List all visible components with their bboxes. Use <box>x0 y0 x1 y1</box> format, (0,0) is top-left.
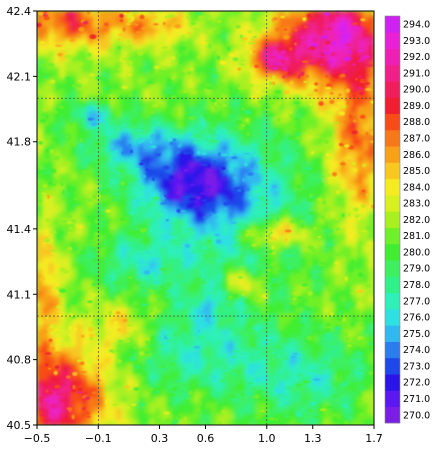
colorbar-label: 286.0 <box>403 150 430 161</box>
colorbar-label: 288.0 <box>403 117 430 128</box>
y-tick-label: 41.4 <box>7 223 32 236</box>
colorbar-swatch <box>385 146 400 163</box>
colorbar-swatch <box>385 178 400 196</box>
colorbar: 270.0 271.0 272.0 273.0 274.0 275.0 276.0 277.0… <box>384 15 430 424</box>
colorbar-label: 289.0 <box>403 101 430 112</box>
colorbar-label: 272.0 <box>403 378 430 389</box>
colorbar-swatch <box>385 276 400 294</box>
colorbar-swatch <box>385 357 400 375</box>
colorbar-swatch <box>385 129 400 147</box>
x-tick-label: 0.6 <box>197 432 215 445</box>
grid-lines <box>37 11 374 425</box>
y-tick-label: 41.1 <box>7 288 32 301</box>
colorbar-label: 294.0 <box>403 20 430 31</box>
heatmap-field <box>37 11 374 425</box>
colorbar-swatch <box>385 406 400 424</box>
colorbar-swatch <box>385 374 400 391</box>
colorbar-label: 282.0 <box>403 215 430 226</box>
heatmap-texture <box>37 11 374 425</box>
colorbar-swatch <box>385 162 400 180</box>
colorbar-label: 278.0 <box>403 280 430 291</box>
colorbar-swatch <box>385 81 400 98</box>
colorbar-label: 274.0 <box>403 345 430 356</box>
y-tick-label: 40.5 <box>7 419 32 432</box>
colorbar-label: 292.0 <box>403 52 430 63</box>
colorbar-swatch <box>385 211 400 228</box>
heatmap-plot-area <box>37 11 374 425</box>
x-tick-label: −0.5 <box>24 432 51 445</box>
colorbar-swatch <box>385 292 400 310</box>
y-tick-label: 42.4 <box>7 5 32 18</box>
x-tick-label: 1.3 <box>304 432 322 445</box>
colorbar-label: 277.0 <box>403 296 430 307</box>
colorbar-swatch <box>385 195 400 212</box>
x-tick-label: −0.1 <box>85 432 112 445</box>
colorbar-swatch <box>385 260 400 277</box>
x-tick-label: 1.7 <box>365 432 383 445</box>
colorbar-label: 270.0 <box>403 410 430 421</box>
x-tick-label: 0.3 <box>151 432 169 445</box>
colorbar-label: 273.0 <box>403 361 430 372</box>
colorbar-label: 276.0 <box>403 313 430 324</box>
colorbar-swatch <box>385 243 400 261</box>
colorbar-swatch <box>385 64 400 82</box>
colorbar-label: 291.0 <box>403 68 430 79</box>
colorbar-label: 283.0 <box>403 199 430 210</box>
colorbar-swatch <box>385 227 400 245</box>
colorbar-label: 271.0 <box>403 394 430 405</box>
x-tick-label: 1.0 <box>258 432 276 445</box>
x-axis: −0.5 −0.1 0.3 0.6 1.0 1.3 1.7 <box>24 425 383 445</box>
colorbar-label: 287.0 <box>403 134 430 145</box>
colorbar-label: 285.0 <box>403 166 430 177</box>
y-tick-label: 41.8 <box>7 136 32 149</box>
colorbar-swatch <box>385 16 400 33</box>
colorbar-swatch <box>385 113 400 131</box>
colorbar-frame <box>384 15 401 424</box>
colorbar-label: 284.0 <box>403 182 430 193</box>
colorbar-label: 290.0 <box>403 85 430 96</box>
colorbar-swatch <box>385 32 400 49</box>
colorbar-label: 279.0 <box>403 264 430 275</box>
colorbar-swatch <box>385 97 400 114</box>
colorbar-swatch <box>385 48 400 66</box>
colorbar-label: 293.0 <box>403 36 430 47</box>
colorbar-swatch <box>385 325 400 342</box>
colorbar-swatch <box>385 309 400 326</box>
y-tick-label: 42.1 <box>7 70 32 83</box>
colorbar-swatch <box>385 341 400 359</box>
colorbar-swatch <box>385 390 400 408</box>
colorbar-label: 280.0 <box>403 247 430 258</box>
colorbar-label: 281.0 <box>403 231 430 242</box>
y-axis: 40.5 40.8 41.1 41.4 41.8 42.1 42.4 <box>7 5 37 432</box>
y-tick-label: 40.8 <box>7 354 32 367</box>
colorbar-label: 275.0 <box>403 329 430 340</box>
